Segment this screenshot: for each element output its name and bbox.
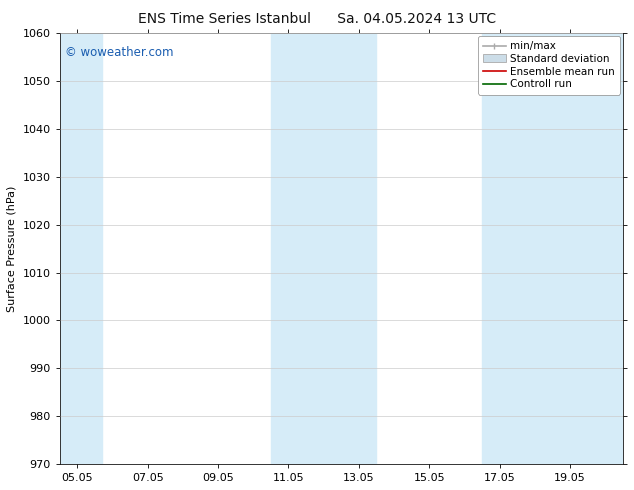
Bar bbox=[482, 33, 623, 464]
Text: © woweather.com: © woweather.com bbox=[65, 46, 174, 59]
Bar bbox=[271, 33, 377, 464]
Bar bbox=[60, 33, 102, 464]
Text: ENS Time Series Istanbul      Sa. 04.05.2024 13 UTC: ENS Time Series Istanbul Sa. 04.05.2024 … bbox=[138, 12, 496, 26]
Legend: min/max, Standard deviation, Ensemble mean run, Controll run: min/max, Standard deviation, Ensemble me… bbox=[477, 36, 620, 95]
Y-axis label: Surface Pressure (hPa): Surface Pressure (hPa) bbox=[7, 185, 17, 312]
